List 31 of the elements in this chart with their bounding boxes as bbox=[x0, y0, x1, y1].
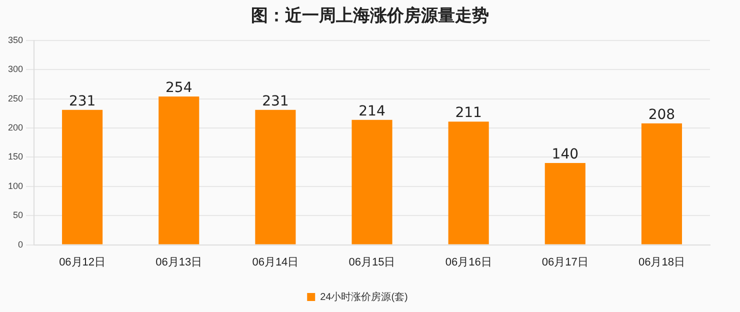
data-label: 208 bbox=[648, 106, 676, 123]
chart-title: 图：近一周上海涨价房源量走势 bbox=[250, 5, 490, 28]
data-label: 254 bbox=[166, 80, 192, 96]
bar bbox=[62, 110, 103, 244]
data-label: 140 bbox=[552, 146, 579, 163]
x-tick-label: 06月14日 bbox=[252, 256, 299, 268]
y-tick-label: 0 bbox=[18, 239, 24, 250]
data-label: 214 bbox=[358, 103, 386, 120]
data-label: 211 bbox=[455, 105, 482, 122]
y-tick-label: 150 bbox=[8, 152, 24, 162]
x-tick-label: 06月17日 bbox=[542, 256, 588, 268]
y-tick-label: 200 bbox=[8, 122, 24, 132]
bar bbox=[544, 163, 586, 244]
bar bbox=[255, 110, 296, 244]
x-tick-label: 06月13日 bbox=[156, 256, 202, 268]
bar bbox=[352, 120, 392, 244]
x-tick-label: 06月15日 bbox=[348, 256, 396, 268]
y-tick-label: 50 bbox=[13, 210, 24, 220]
data-label: 231 bbox=[262, 94, 289, 110]
bar bbox=[641, 123, 682, 244]
bar bbox=[448, 122, 489, 244]
y-tick-label: 300 bbox=[8, 64, 24, 74]
x-tick-label: 06月18日 bbox=[638, 256, 685, 268]
y-tick-label: 350 bbox=[8, 34, 24, 45]
y-tick-label: 250 bbox=[8, 93, 24, 104]
x-tick-label: 06月12日 bbox=[59, 256, 106, 268]
data-label: 231 bbox=[68, 94, 96, 110]
y-tick-label: 100 bbox=[8, 180, 24, 191]
x-tick-label: 06月16日 bbox=[445, 256, 492, 268]
bar bbox=[158, 96, 200, 244]
legend-label: 24小时涨价房源(套) bbox=[320, 290, 408, 303]
